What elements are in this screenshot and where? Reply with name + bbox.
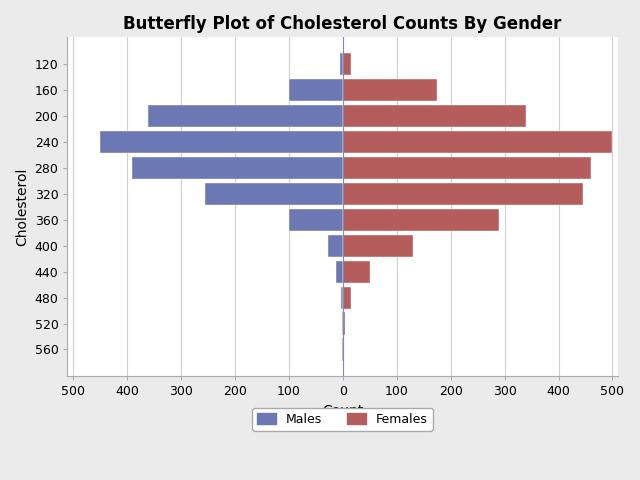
Bar bbox=[342, 338, 344, 360]
Bar bbox=[340, 287, 342, 309]
Bar bbox=[342, 312, 346, 335]
Bar bbox=[342, 53, 351, 75]
Y-axis label: Cholesterol: Cholesterol bbox=[15, 168, 29, 246]
Legend: Males, Females: Males, Females bbox=[252, 408, 433, 431]
Bar bbox=[342, 156, 591, 179]
Title: Butterfly Plot of Cholesterol Counts By Gender: Butterfly Plot of Cholesterol Counts By … bbox=[124, 15, 562, 33]
Bar bbox=[100, 131, 342, 153]
Bar bbox=[328, 235, 342, 257]
Bar bbox=[148, 105, 342, 127]
Bar bbox=[342, 182, 583, 204]
Bar bbox=[342, 261, 370, 283]
Bar bbox=[205, 182, 342, 204]
Bar bbox=[342, 131, 612, 153]
Bar bbox=[336, 261, 342, 283]
Bar bbox=[342, 209, 499, 231]
Bar bbox=[342, 105, 526, 127]
X-axis label: Count: Count bbox=[322, 404, 364, 418]
Bar bbox=[342, 235, 413, 257]
Bar bbox=[340, 53, 342, 75]
Bar bbox=[342, 79, 437, 101]
Bar bbox=[132, 156, 342, 179]
Bar bbox=[289, 79, 342, 101]
Bar bbox=[342, 287, 351, 309]
Bar bbox=[289, 209, 342, 231]
